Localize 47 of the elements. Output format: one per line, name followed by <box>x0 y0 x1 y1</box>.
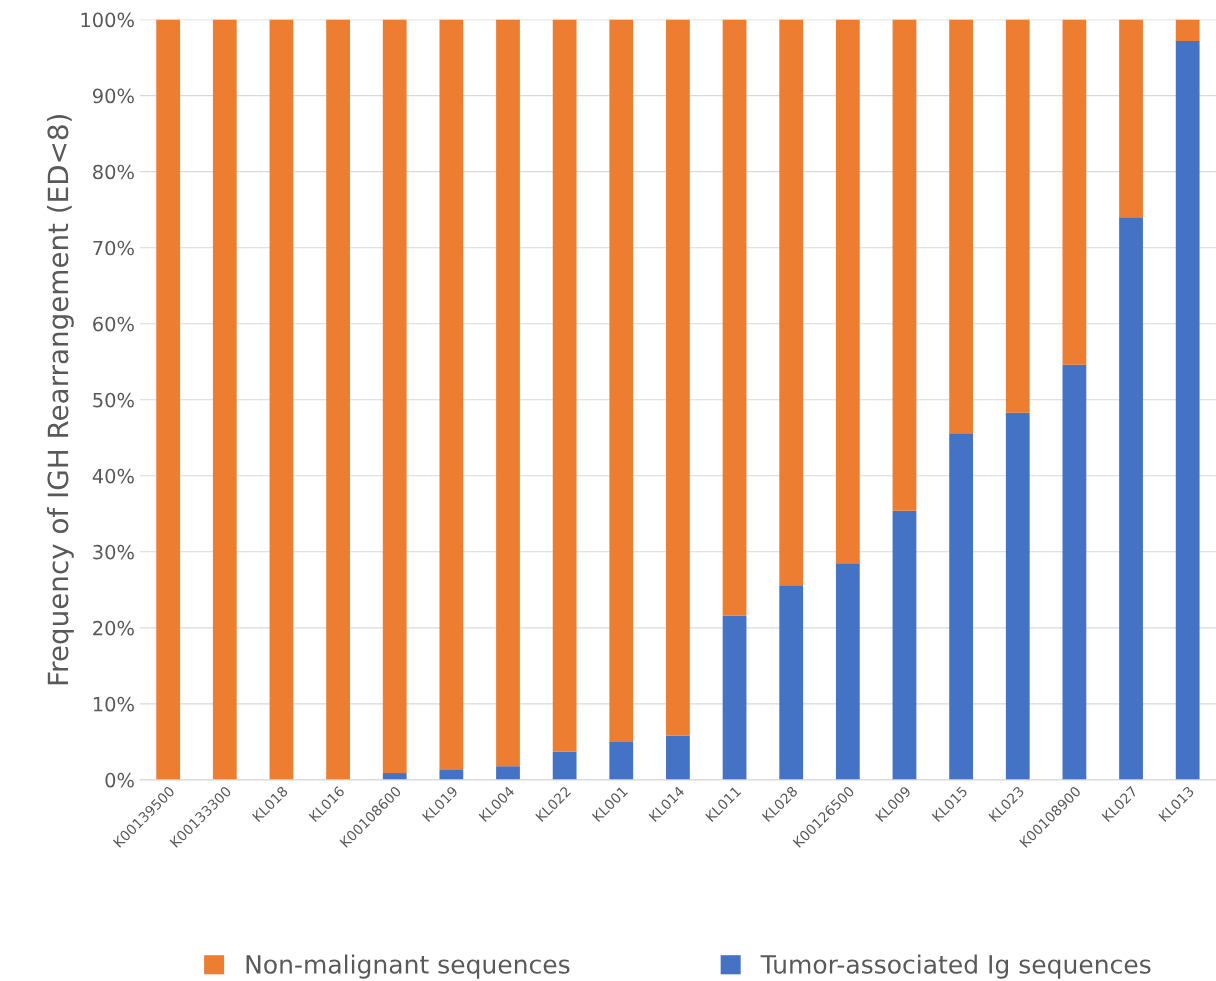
bar <box>269 19 294 780</box>
bar <box>552 19 577 752</box>
y-tick-label: 40% <box>92 468 134 484</box>
bar <box>949 19 974 434</box>
y-axis-title: Frequency of IGH Rearrangement (ED<8) <box>46 115 74 685</box>
bar <box>326 19 350 780</box>
bar <box>779 585 804 780</box>
bar <box>1119 19 1143 218</box>
y-tick-label: 0% <box>105 772 134 788</box>
bar <box>1119 217 1143 780</box>
y-tick-label: 90% <box>92 88 134 104</box>
bar <box>496 766 520 780</box>
legend-label: Tumor-associated Ig sequences <box>760 954 1151 979</box>
bar <box>212 19 237 780</box>
bar <box>552 751 577 780</box>
y-tick-label: 80% <box>93 164 134 180</box>
bar <box>892 510 917 780</box>
bar <box>892 19 917 511</box>
legend-label: Non-malignant sequences <box>246 954 570 979</box>
bar <box>439 770 464 780</box>
y-tick-label: 30% <box>93 544 134 560</box>
bar <box>1175 19 1200 41</box>
y-tick-label: 100% <box>81 12 134 28</box>
y-tick-label: 50% <box>93 392 134 408</box>
bar <box>156 19 181 780</box>
bar <box>609 19 634 742</box>
bar <box>722 615 747 780</box>
bar <box>666 735 690 780</box>
bar <box>382 19 407 774</box>
bar <box>1005 412 1030 780</box>
bar <box>1062 364 1087 780</box>
bar <box>835 19 860 564</box>
bar <box>779 19 804 586</box>
bar <box>1062 19 1087 365</box>
y-tick-label: 20% <box>93 620 134 636</box>
bar <box>1005 19 1030 413</box>
bar <box>666 19 690 736</box>
bar <box>722 19 747 616</box>
bar <box>835 563 860 780</box>
y-tick-label: 60% <box>93 316 134 332</box>
bar <box>949 433 974 780</box>
bar <box>1175 40 1200 780</box>
bar <box>439 19 464 771</box>
bar <box>496 19 520 767</box>
y-tick-label: 70% <box>93 240 134 256</box>
bar <box>609 741 634 780</box>
y-tick-label: 10% <box>93 696 134 712</box>
